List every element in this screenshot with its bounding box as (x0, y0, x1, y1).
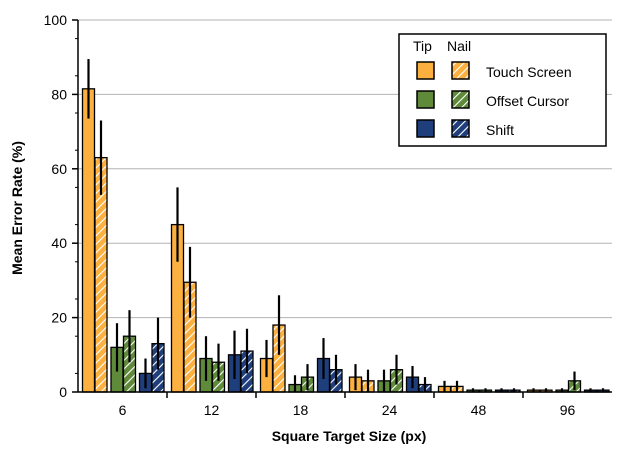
x-tick-label-12: 12 (204, 402, 220, 418)
x-tick-label-24: 24 (382, 402, 398, 418)
legend-swatch-shift-tip (416, 119, 435, 138)
legend-header-tip: Tip (413, 38, 432, 54)
x-tick-label-18: 18 (293, 402, 309, 418)
x-tick-label-96: 96 (560, 402, 576, 418)
y-tick-label-100: 100 (44, 12, 68, 28)
x-axis-title: Square Target Size (px) (272, 428, 427, 444)
legend-swatch-offset-cursor-nail (451, 90, 470, 109)
legend-label-shift: Shift (486, 122, 514, 138)
y-axis-title: Mean Error Rate (%) (9, 141, 25, 275)
y-tick-label-60: 60 (51, 161, 67, 177)
bar-touch-screen-tip-6 (81, 88, 96, 393)
axes: 0 20 40 60 80 100 6 12 18 24 48 96 (44, 12, 612, 418)
legend-label-offset-cursor: Offset Cursor (486, 93, 569, 109)
bar-marks (81, 59, 610, 393)
legend-header-nail: Nail (447, 38, 471, 54)
y-tick-label-40: 40 (51, 235, 67, 251)
legend-swatch-shift-nail (451, 119, 470, 138)
legend-label-touch-screen: Touch Screen (486, 64, 572, 80)
legend: Tip Nail Touch Screen Offset Cursor Shif… (398, 33, 607, 147)
y-tick-label-80: 80 (51, 86, 67, 102)
x-tick-label-48: 48 (471, 402, 487, 418)
x-tick-label-6: 6 (119, 402, 127, 418)
y-tick-label-20: 20 (51, 310, 67, 326)
legend-swatch-offset-cursor-tip (416, 90, 435, 109)
y-tick-label-0: 0 (59, 384, 67, 400)
legend-swatch-touch-screen-nail (451, 61, 470, 80)
legend-swatch-touch-screen-tip (416, 61, 435, 80)
